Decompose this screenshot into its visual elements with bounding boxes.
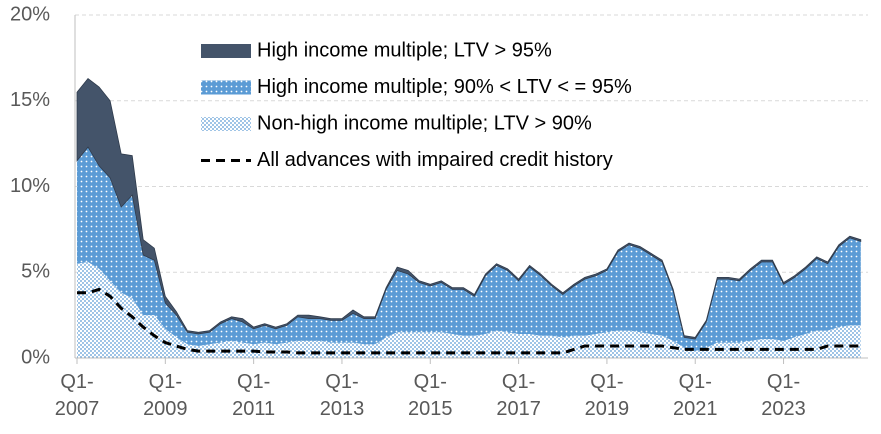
x-tick-label: Q1- 2011 bbox=[232, 371, 275, 420]
legend-label: High income multiple; LTV > 95% bbox=[257, 39, 552, 61]
y-tick-label: 5% bbox=[21, 261, 50, 283]
legend-label: High income multiple; 90% < LTV < = 95% bbox=[257, 76, 632, 98]
x-tick-label-line: Q1- bbox=[767, 371, 800, 393]
y-tick-label: 20% bbox=[10, 3, 50, 25]
x-tick-label: Q1- 2021 bbox=[673, 371, 718, 420]
x-tick-label-line: 2009 bbox=[143, 398, 188, 420]
x-tick-label: Q1- 2007 bbox=[55, 371, 100, 420]
x-tick-label-line: 2015 bbox=[408, 398, 453, 420]
x-tick-label-line: Q1- bbox=[590, 371, 623, 393]
y-tick-label: 10% bbox=[10, 175, 50, 197]
x-tick-label: Q1- 2013 bbox=[320, 371, 365, 420]
x-tick-label-line: Q1- bbox=[325, 371, 358, 393]
x-tick-label-line: Q1- bbox=[679, 371, 712, 393]
x-tick-label-line: Q1- bbox=[149, 371, 182, 393]
area bbox=[76, 77, 862, 340]
x-tick-label: Q1- 2019 bbox=[585, 371, 630, 420]
x-tick-label-line: 2017 bbox=[496, 398, 541, 420]
x-tick-label-line: 2007 bbox=[55, 398, 100, 420]
x-tick-label-line: Q1- bbox=[502, 371, 535, 393]
legend-label: All advances with impaired credit histor… bbox=[257, 149, 613, 171]
x-tick-label-line: Q1- bbox=[414, 371, 447, 393]
legend-swatch bbox=[201, 44, 251, 58]
legend-swatch bbox=[201, 80, 251, 95]
y-tick-label: 0% bbox=[21, 346, 50, 368]
x-tick-label: Q1- 2017 bbox=[496, 371, 541, 420]
legend-swatch bbox=[201, 117, 251, 131]
legend-label: Non-high income multiple; LTV > 90% bbox=[257, 112, 592, 134]
x-tick-label-line: 2023 bbox=[761, 398, 806, 420]
x-tick-label-line: Q1- bbox=[237, 371, 270, 393]
x-tick-label-line: 2013 bbox=[320, 398, 365, 420]
area bbox=[77, 147, 861, 352]
line bbox=[77, 287, 861, 355]
x-tick-label: Q1- 2023 bbox=[761, 371, 806, 420]
x-tick-label-line: 2011 bbox=[232, 398, 275, 420]
x-tick-label: Q1- 2015 bbox=[408, 371, 453, 420]
x-tick-label-line: 2019 bbox=[585, 398, 630, 420]
x-tick-label-line: Q1- bbox=[60, 371, 93, 393]
x-tick-label: Q1- 2009 bbox=[143, 371, 188, 420]
y-tick-label: 15% bbox=[10, 89, 50, 111]
x-tick-label-line: 2021 bbox=[673, 398, 718, 420]
